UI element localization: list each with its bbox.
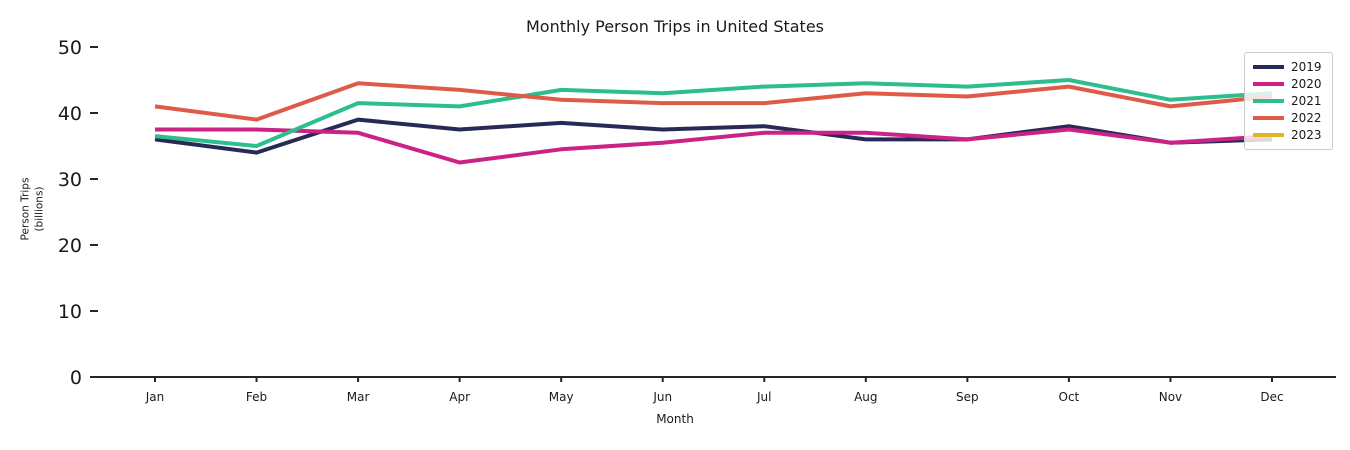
y-tick-label: 50	[58, 37, 82, 59]
y-tick-label: 10	[58, 301, 82, 323]
x-tick-label: Feb	[246, 390, 267, 404]
chart-title: Monthly Person Trips in United States	[525, 17, 825, 36]
legend-row-2022: 2022	[1253, 110, 1325, 127]
x-tick-label: Mar	[347, 390, 370, 404]
series-line-2019	[154, 117, 1273, 155]
legend-swatch-2020	[1253, 81, 1284, 86]
legend-label: 2022	[1291, 111, 1322, 126]
x-tick-label: Aug	[854, 390, 877, 404]
legend-label: 2020	[1291, 76, 1322, 91]
legend-row-2023: 2023	[1253, 127, 1325, 144]
x-axis-label: Month	[656, 412, 694, 426]
series-line-2022	[154, 81, 1273, 122]
series-line-2020	[155, 127, 1273, 165]
y-axis-label: Person Trips (billions)	[19, 178, 46, 241]
y-axis-label-line1: Person Trips	[19, 177, 32, 241]
legend-swatch-2019	[1253, 64, 1284, 69]
legend-label: 2019	[1291, 59, 1322, 74]
series-line-2021	[154, 78, 1273, 148]
legend-swatch-2021	[1253, 99, 1284, 103]
legend-row-2020: 2020	[1253, 75, 1325, 92]
x-tick-label: Dec	[1260, 390, 1283, 404]
legend-label: 2023	[1291, 128, 1322, 143]
x-tick-label: Jul	[756, 390, 771, 404]
legend: 2019 2020 2021 2022 2023	[1244, 52, 1333, 150]
y-tick-label: 20	[58, 235, 82, 257]
x-tick-label: Jun	[652, 390, 672, 404]
x-tick-label: Nov	[1159, 390, 1182, 404]
legend-row-2021: 2021	[1253, 92, 1325, 109]
x-tick-label: Apr	[449, 390, 470, 404]
y-tick-label: 30	[58, 169, 82, 191]
legend-swatch-2022	[1253, 116, 1284, 121]
x-tick-label: Oct	[1059, 390, 1080, 404]
legend-row-2019: 2019	[1253, 58, 1325, 75]
x-tick-label: Sep	[956, 390, 979, 404]
x-tick-label: May	[549, 390, 574, 404]
y-axis-label-line2: (billions)	[33, 186, 45, 232]
legend-swatch-2023	[1253, 133, 1284, 138]
y-tick-label: 40	[58, 103, 82, 125]
legend-label: 2021	[1291, 94, 1322, 108]
x-tick-label: Jan	[145, 390, 165, 404]
y-tick-label: 0	[70, 367, 82, 389]
